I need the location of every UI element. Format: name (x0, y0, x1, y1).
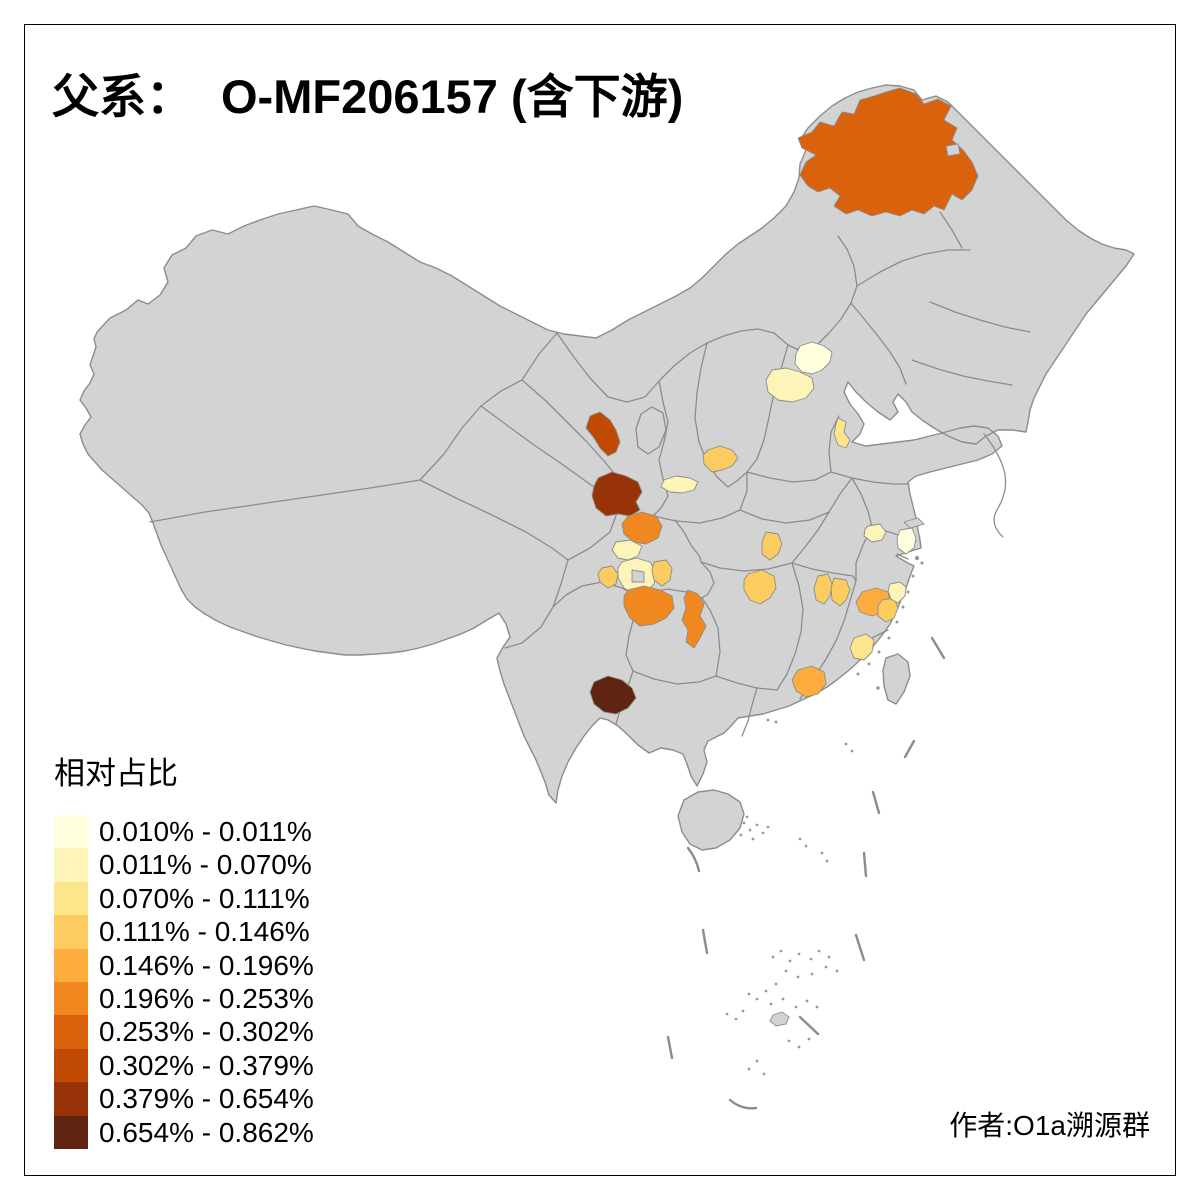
legend-item: 0.654% - 0.862% (54, 1115, 314, 1149)
coastal-islands (766, 517, 925, 724)
taiwan-island (882, 653, 911, 705)
choropleth-region (611, 539, 643, 561)
legend-item: 0.253% - 0.302% (54, 1015, 314, 1049)
choropleth-region (591, 471, 643, 517)
region-enclave (945, 143, 961, 157)
choropleth-region (830, 577, 851, 607)
legend-range-label: 0.196% - 0.253% (99, 982, 314, 1014)
title-prefix: 父系： (52, 70, 193, 123)
legend-range-label: 0.111% - 0.146% (99, 916, 310, 948)
choropleth-region (585, 411, 621, 457)
legend-swatch (54, 915, 88, 949)
legend-item: 0.302% - 0.379% (54, 1048, 314, 1083)
legend-swatch (54, 1015, 88, 1049)
choropleth-regions (585, 87, 979, 715)
choropleth-region (761, 531, 783, 561)
legend-item: 0.379% - 0.654% (54, 1082, 314, 1116)
legend-range-label: 0.070% - 0.111% (99, 882, 310, 914)
choropleth-region (681, 589, 707, 649)
legend: 相对占比 0.010% - 0.011% 0.011% - 0.070% 0.070… (54, 748, 314, 1149)
legend-item: 0.011% - 0.070% (54, 848, 314, 882)
legend-swatch (54, 981, 88, 1016)
legend-range-label: 0.253% - 0.302% (99, 1016, 314, 1048)
choropleth-region (849, 633, 875, 661)
choropleth-region (791, 665, 827, 698)
choropleth-region (887, 581, 907, 604)
legend-item: 0.070% - 0.111% (54, 881, 314, 916)
legend-swatch (54, 815, 88, 849)
choropleth-region (660, 475, 699, 494)
choropleth-region (743, 569, 777, 605)
legend-swatch (54, 881, 88, 916)
nine-dash-line (666, 636, 946, 1110)
south-sea-islands (725, 742, 854, 1076)
legend-items: 0.010% - 0.011% 0.011% - 0.070% 0.070% - 0… (54, 815, 314, 1149)
plot-frame (24, 24, 1176, 1176)
choropleth-region (896, 527, 917, 555)
figure-title: 父系： O-MF206157 (含下游) (52, 58, 683, 127)
choropleth-region (623, 585, 675, 627)
choropleth-region (765, 367, 815, 403)
legend-range-label: 0.379% - 0.654% (99, 1083, 314, 1115)
region-enclave (631, 569, 645, 583)
title-haplogroup: O-MF206157 (含下游) (221, 70, 684, 123)
legend-range-label: 0.302% - 0.379% (99, 1049, 314, 1081)
legend-swatch (54, 1048, 88, 1083)
choropleth-region (621, 511, 663, 545)
legend-item: 0.196% - 0.253% (54, 981, 314, 1016)
choropleth-region (813, 573, 833, 605)
legend-swatch (54, 948, 88, 982)
legend-range-label: 0.011% - 0.070% (99, 849, 312, 881)
choropleth-region (863, 523, 887, 543)
province-borders (149, 211, 1031, 737)
attribution: 作者:O1a溯源群 (949, 1110, 1150, 1141)
choropleth-region (589, 675, 637, 715)
choropleth-region (651, 559, 673, 587)
legend-range-label: 0.146% - 0.196% (99, 949, 314, 981)
legend-swatch (54, 1082, 88, 1116)
legend-title: 相对占比 (54, 756, 178, 791)
legend-range-label: 0.010% - 0.011% (99, 816, 312, 847)
choropleth-region (702, 445, 739, 473)
legend-item: 0.010% - 0.011% (54, 815, 314, 849)
legend-swatch (54, 1115, 88, 1149)
choropleth-region (794, 341, 833, 375)
hainan-island (677, 789, 745, 851)
choropleth-region (797, 87, 979, 217)
legend-swatch (54, 848, 88, 882)
choropleth-region (597, 565, 619, 589)
legend-range-label: 0.654% - 0.862% (99, 1116, 314, 1148)
legend-item: 0.146% - 0.196% (54, 948, 314, 982)
legend-item: 0.111% - 0.146% (54, 915, 314, 949)
choropleth-region (833, 417, 851, 449)
